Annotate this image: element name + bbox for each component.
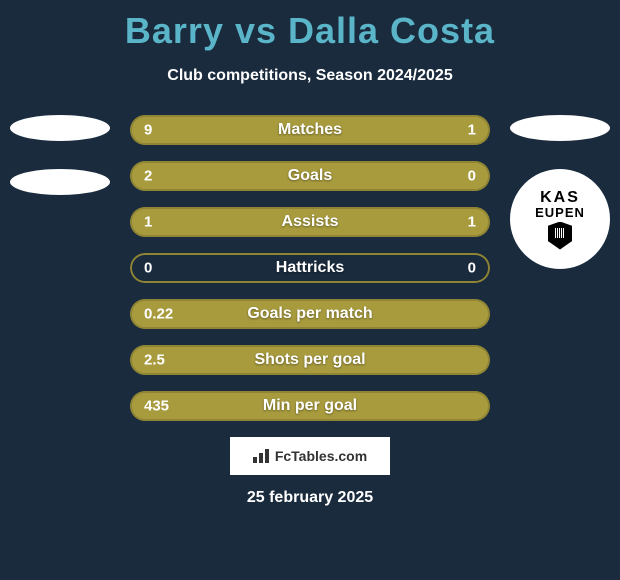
- footer-date: 25 february 2025: [0, 489, 620, 507]
- team-logo-line2: EUPEN: [535, 205, 585, 220]
- stat-value-left: 435: [144, 398, 169, 415]
- stat-value-left: 0.22: [144, 306, 173, 323]
- stat-value-left: 9: [144, 122, 152, 139]
- stat-bar-row: Min per goal 435: [130, 391, 490, 421]
- stat-value-right: 1: [468, 122, 476, 139]
- placeholder-oval-icon: [10, 115, 110, 141]
- bar-chart-icon: [253, 447, 271, 465]
- page-title: Barry vs Dalla Costa: [0, 0, 620, 52]
- stat-value-left: 2.5: [144, 352, 165, 369]
- stat-label: Assists: [282, 213, 339, 231]
- stat-value-right: 1: [468, 214, 476, 231]
- placeholder-oval-icon: [510, 115, 610, 141]
- stat-bar-row: Goals 2 0: [130, 161, 490, 191]
- player-left-badge: [10, 115, 110, 223]
- season-subtitle: Club competitions, Season 2024/2025: [0, 67, 620, 85]
- team-logo-eupen: KAS EUPEN: [510, 169, 610, 269]
- stat-label: Goals per match: [247, 305, 372, 323]
- stat-label: Hattricks: [276, 259, 344, 277]
- stat-value-left: 2: [144, 168, 152, 185]
- stat-label: Min per goal: [263, 397, 357, 415]
- stat-label: Matches: [278, 121, 342, 139]
- stat-bar-row: Hattricks 0 0: [130, 253, 490, 283]
- stat-label: Goals: [288, 167, 332, 185]
- stat-value-right: 0: [468, 260, 476, 277]
- shield-icon: [548, 222, 572, 250]
- player-right-badge: KAS EUPEN: [510, 115, 610, 269]
- stat-value-left: 1: [144, 214, 152, 231]
- stat-bars: Matches91Goals20Assists11Hattricks00Goal…: [130, 115, 490, 421]
- stat-label: Shots per goal: [254, 351, 365, 369]
- footer-brand-box: FcTables.com: [230, 437, 390, 475]
- placeholder-oval-icon: [10, 169, 110, 195]
- stat-value-left: 0: [144, 260, 152, 277]
- footer-brand-text: FcTables.com: [275, 448, 367, 464]
- stat-bar-row: Shots per goal 2.5: [130, 345, 490, 375]
- stat-bar-row: Assists 1 1: [130, 207, 490, 237]
- stat-value-right: 0: [468, 168, 476, 185]
- stat-bar-row: Matches 9 1: [130, 115, 490, 145]
- comparison-content: KAS EUPEN Matches 9 1 Goals 2 0 Assists 1 1 Hattr…: [0, 115, 620, 421]
- stat-bar-row: Goals per match 0.22: [130, 299, 490, 329]
